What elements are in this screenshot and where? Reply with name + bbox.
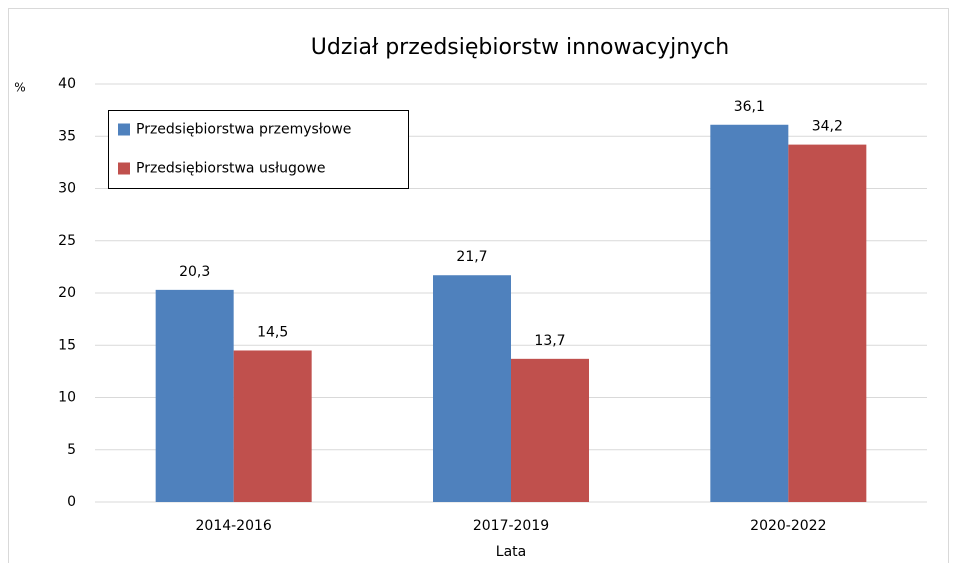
bar	[511, 358, 589, 502]
data-label: 14,5	[257, 324, 288, 340]
legend-swatch	[118, 123, 130, 136]
y-tick-label: 5	[67, 442, 76, 458]
data-label: 34,2	[812, 119, 843, 135]
y-tick-label: 15	[58, 337, 76, 353]
legend-label: Przedsiębiorstwa przemysłowe	[136, 122, 351, 138]
y-tick-label: 10	[58, 390, 76, 406]
x-axis-label: Lata	[496, 544, 526, 560]
data-label: 20,3	[179, 264, 210, 280]
y-tick-label: 0	[67, 494, 76, 510]
x-tick-label: 2017-2019	[473, 518, 549, 534]
bar	[233, 350, 312, 502]
y-tick-label: 35	[58, 128, 76, 144]
data-label: 21,7	[456, 249, 487, 265]
x-tick-label: 2020-2022	[750, 518, 826, 534]
data-label: 36,1	[734, 99, 765, 115]
chart-title: Udział przedsiębiorstw innowacyjnych	[311, 35, 729, 60]
y-tick-label: 20	[58, 285, 76, 301]
bar	[155, 289, 234, 502]
y-tick-label: 40	[58, 76, 76, 92]
data-label: 13,7	[534, 333, 565, 349]
y-axis-label: %	[14, 81, 25, 95]
bar	[433, 275, 511, 502]
legend-box	[108, 110, 409, 189]
bar	[788, 144, 867, 503]
bar	[710, 124, 789, 502]
legend-swatch	[118, 162, 130, 175]
x-tick-label: 2014-2016	[196, 518, 272, 534]
legend-label: Przedsiębiorstwa usługowe	[136, 161, 326, 177]
y-tick-label: 30	[58, 181, 76, 197]
y-tick-label: 25	[58, 233, 76, 249]
